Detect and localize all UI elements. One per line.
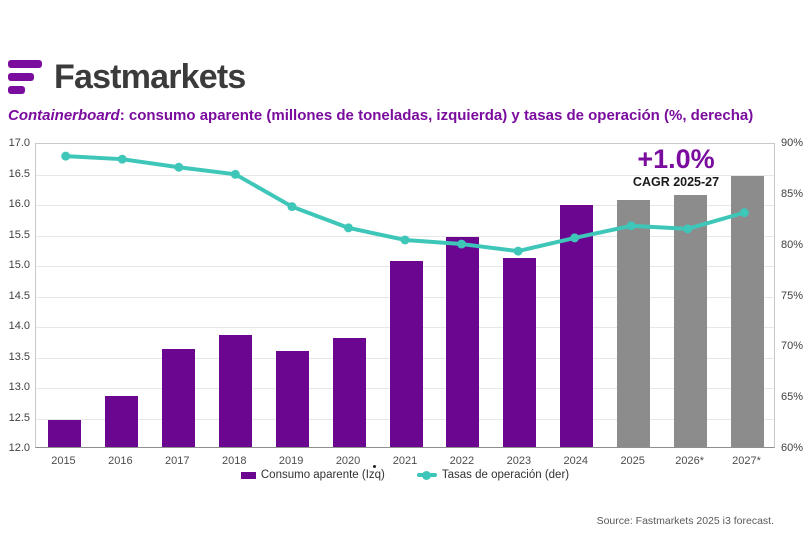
line-marker-2020 <box>343 223 353 233</box>
legend-item-consumo-aparente: Consumo aparente (Izq) <box>240 469 385 481</box>
x-axis-tick-2017: 2017 <box>165 455 190 467</box>
bar-2016 <box>104 396 138 447</box>
line-marker-2026 <box>683 224 693 234</box>
y-axis-left-tick: 17.0 <box>8 137 30 149</box>
x-axis-tick-2021: 2021 <box>392 455 418 467</box>
bar-2027 <box>731 175 765 447</box>
x-axis-tick-2027: 2027* <box>732 455 761 467</box>
y-axis-left-tick: 14.5 <box>8 289 30 302</box>
line-marker-2022 <box>457 239 467 249</box>
y-axis-right-tick: 90% <box>781 137 804 149</box>
bar-2023 <box>503 257 537 447</box>
bar-2015 <box>47 420 81 447</box>
x-axis-tick-2023: 2023 <box>506 455 532 467</box>
operating-rate-line <box>61 151 749 256</box>
cagr-annotation: +1.0% CAGR 2025-27 <box>600 144 752 190</box>
line-marker-2025 <box>626 221 636 231</box>
legend: Consumo aparente (Izq) Tasas de operació… <box>35 469 775 481</box>
y-axis-right-tick: 60% <box>781 442 804 454</box>
bar-series-swatch <box>240 471 256 479</box>
y-axis-right-tick: 75% <box>781 289 804 302</box>
line-marker-2019 <box>287 202 297 212</box>
source-note: Source: Fastmarkets 2025 i3 forecast. <box>596 515 774 527</box>
bar-2026 <box>674 195 708 447</box>
bar-2020 <box>332 338 366 447</box>
bar-2022 <box>446 236 480 447</box>
x-axis-tick-2022: 2022 <box>449 455 475 467</box>
line-marker-2024 <box>570 233 580 243</box>
line-marker-2015 <box>61 151 71 161</box>
y-axis-left-tick: 14.0 <box>8 320 30 332</box>
y-axis-left-tick: 13.0 <box>8 381 30 393</box>
y-axis-right-tick: 70% <box>781 340 804 353</box>
bar-2017 <box>161 349 195 447</box>
gridline-16.0 <box>36 205 774 206</box>
y-axis-left-tick: 12.5 <box>8 411 30 424</box>
line-marker-2021 <box>400 235 410 245</box>
x-axis-tick-2025: 2025 <box>620 455 645 467</box>
line-series-swatch-dot <box>422 470 432 480</box>
x-axis-tick-2024: 2024 <box>563 455 588 467</box>
chart-title: Containerboard: consumo aparente (millon… <box>8 107 753 124</box>
x-axis-tick-2016: 2016 <box>108 455 133 467</box>
y-axis-left-tick: 15.5 <box>8 228 30 241</box>
legend-label-consumo: Consumo aparente (Izq) <box>260 469 385 481</box>
chart-title-rest: : consumo aparente (millones de tonelada… <box>119 107 754 124</box>
legend-label-tasas: Tasas de operación (der) <box>441 469 570 481</box>
x-axis-tick-2019: 2019 <box>278 455 304 467</box>
bar-2025 <box>617 199 651 447</box>
plot-area <box>35 143 775 448</box>
y-axis-left-tick: 16.5 <box>8 167 30 180</box>
line-series-swatch <box>416 470 437 480</box>
y-axis-left-tick: 13.5 <box>8 350 30 363</box>
bar-2018 <box>218 335 252 447</box>
cagr-label: CAGR 2025-27 <box>632 175 720 189</box>
cagr-value: +1.0% <box>637 144 715 174</box>
line-marker-2017 <box>174 162 184 172</box>
logo-bar-bottom <box>8 86 25 94</box>
line-marker-2016 <box>117 154 127 164</box>
chart-title-emphasis: Containerboard <box>8 107 120 124</box>
y-axis-left-tick: 16.0 <box>8 198 30 210</box>
stray-dot <box>373 465 376 468</box>
line-marker-2018 <box>230 169 240 179</box>
gridline-16.5 <box>36 174 774 176</box>
logo-bar-middle <box>8 73 34 81</box>
x-axis-tick-2015: 2015 <box>51 455 76 467</box>
logo-bar-top <box>8 60 42 68</box>
fastmarkets-wordmark: Fastmarkets <box>54 58 246 96</box>
fastmarkets-logo-icon <box>8 59 42 94</box>
x-axis-tick-2018: 2018 <box>221 455 247 467</box>
line-marker-2023 <box>513 246 523 256</box>
line-marker-2027 <box>739 208 749 218</box>
y-axis-left-tick: 15.0 <box>8 259 30 271</box>
x-axis-tick-2020: 2020 <box>335 455 361 467</box>
bar-2024 <box>560 204 594 447</box>
legend-item-tasas-operacion: Tasas de operación (der) <box>416 469 570 481</box>
y-axis-right-tick: 65% <box>781 391 804 404</box>
y-axis-left-tick: 12.0 <box>8 442 30 454</box>
bar-2019 <box>275 351 309 447</box>
y-axis-right-tick: 80% <box>781 238 804 251</box>
bar-2021 <box>389 260 423 447</box>
y-axis-right-tick: 85% <box>781 187 804 200</box>
x-axis-tick-2026: 2026* <box>675 455 704 467</box>
